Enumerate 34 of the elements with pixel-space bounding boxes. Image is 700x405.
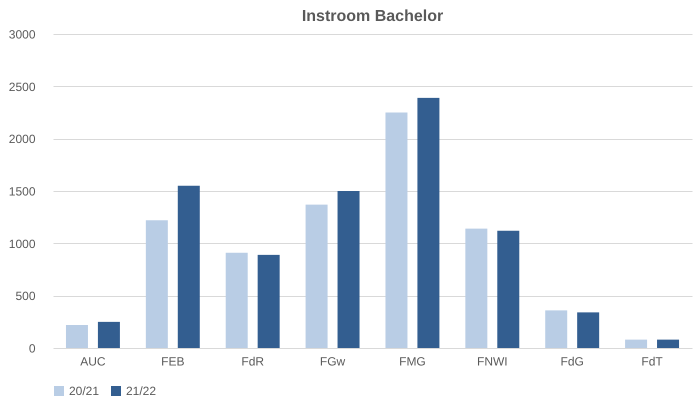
- y-tick-label: 0: [28, 342, 36, 356]
- legend-label: 21/22: [126, 384, 156, 398]
- bar: [385, 112, 408, 348]
- y-tick-label: 1000: [8, 236, 36, 251]
- y-tick-label: 2500: [8, 80, 36, 94]
- x-tick-label: FNWI: [476, 354, 508, 368]
- bar: [98, 322, 120, 348]
- x-tick-label: FdT: [641, 354, 664, 368]
- bar: [66, 324, 88, 348]
- x-tick-label: FGw: [320, 354, 346, 368]
- bar: [178, 186, 200, 348]
- bar: [258, 254, 280, 348]
- x-tick-label: AUC: [80, 354, 106, 368]
- y-tick-label: 2000: [8, 132, 36, 146]
- bar: [465, 228, 488, 348]
- y-tick-label: 1500: [8, 184, 36, 198]
- bar: [545, 310, 568, 348]
- bar: [497, 230, 520, 348]
- bar: [306, 204, 328, 348]
- y-tick-label: 500: [15, 289, 36, 304]
- bar: [226, 252, 248, 348]
- bar: [657, 340, 680, 348]
- x-tick-label: FMG: [399, 354, 426, 368]
- chart-title: Instroom Bachelor: [302, 8, 444, 25]
- bar: [146, 220, 168, 348]
- bar: [417, 98, 440, 348]
- legend-label: 20/21: [69, 384, 100, 398]
- bar: [625, 340, 648, 348]
- bar: [338, 191, 360, 348]
- bar: [577, 312, 600, 348]
- y-tick-label: 3000: [8, 28, 36, 42]
- x-tick-label: FEB: [161, 354, 184, 368]
- x-tick-label: FdG: [560, 354, 584, 368]
- x-tick-label: FdR: [241, 354, 264, 368]
